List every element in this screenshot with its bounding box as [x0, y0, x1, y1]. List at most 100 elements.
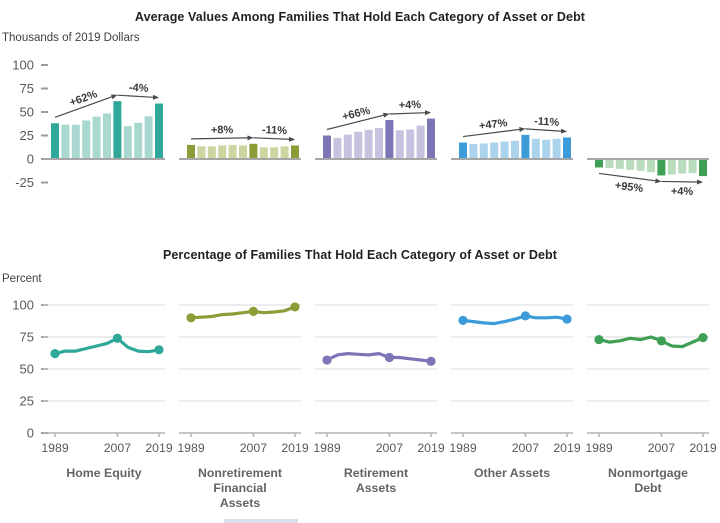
data-point-2019	[562, 314, 572, 324]
year-tick-label: 2007	[376, 441, 404, 455]
year-tick-label: 2019	[145, 441, 173, 455]
bar-2010	[259, 147, 268, 159]
bar-1992	[469, 143, 478, 159]
bar-2010	[667, 159, 676, 175]
year-tick-label: 2019	[417, 441, 445, 455]
bottom-y-axis: 100 75 50 25 0	[12, 298, 48, 441]
year-tick-label: 2019	[553, 441, 581, 455]
bar-1998	[626, 159, 635, 170]
change-annotation: +47%	[478, 117, 508, 132]
bar-1998	[490, 142, 499, 159]
change-arrow	[253, 136, 295, 142]
y-tick-label: 25	[20, 128, 34, 143]
change-arrow	[326, 112, 390, 131]
bar-2016	[552, 138, 561, 159]
bottom-chart-title: Percentage of Families That Hold Each Ca…	[162, 248, 558, 262]
bar-2019	[291, 145, 299, 159]
change-annotation: -4%	[129, 82, 149, 95]
bar-1992	[605, 159, 614, 168]
bar-2010	[395, 130, 404, 159]
bottom-chart-unit-label: Percent	[2, 273, 42, 285]
year-tick-label: 1989	[449, 441, 477, 455]
y-tick-label: 75	[20, 330, 34, 345]
bar-2013	[678, 159, 687, 174]
data-point-2019	[290, 302, 300, 312]
y-tick-dash	[41, 87, 48, 90]
bottom-edge-artifact	[224, 519, 298, 523]
bar-2001	[500, 141, 509, 159]
y-tick-dash	[41, 111, 48, 113]
y-tick-label: 0	[27, 426, 34, 441]
category-label: Home Equity	[66, 466, 141, 480]
bar-2007	[521, 134, 530, 159]
change-annotation: +4%	[671, 186, 694, 198]
bar-1995	[343, 134, 352, 159]
category-label: Other Assets	[474, 466, 550, 480]
change-annotation: +66%	[341, 105, 372, 124]
data-point-2019	[426, 356, 436, 366]
data-point-2007	[520, 311, 531, 321]
trend-line	[53, 336, 161, 356]
y-tick-label: 50	[20, 362, 34, 377]
bar-2007	[385, 119, 394, 159]
trend-line	[325, 352, 433, 363]
data-point-1989	[458, 315, 468, 325]
year-tick-label: 2007	[512, 441, 540, 455]
y-tick-dash	[41, 181, 48, 184]
bar-2016	[688, 159, 697, 174]
bar-2016	[280, 146, 289, 159]
bar-1992	[333, 137, 342, 159]
bar-2013	[406, 129, 415, 159]
change-arrow	[54, 94, 118, 118]
bar-2010	[531, 138, 540, 159]
bar-1998	[82, 120, 91, 159]
change-arrow	[661, 179, 703, 185]
bar-2001	[228, 144, 237, 159]
change-arrow	[462, 126, 526, 138]
bar-2013	[134, 122, 143, 159]
bar-1992	[197, 146, 206, 159]
y-tick-label: -25	[15, 175, 34, 190]
category-label: Retirement	[344, 466, 408, 480]
year-tick-label: 1989	[177, 441, 205, 455]
trend-line	[597, 335, 705, 349]
year-tick-label: 2007	[104, 441, 132, 455]
year-tick-label: 2007	[240, 441, 268, 455]
bar-2019	[427, 118, 435, 159]
bar-2004	[375, 127, 383, 159]
data-point-1989	[322, 355, 332, 365]
year-tick-label: 2019	[689, 441, 717, 455]
bar-2004	[103, 113, 111, 159]
bar-2007	[249, 143, 258, 159]
bar-2010	[123, 126, 132, 159]
bar-1998	[218, 145, 227, 159]
y-tick-dash	[41, 134, 48, 137]
bar-group-retirement-assets: +66% +4%	[315, 99, 437, 160]
year-tick-label: 1989	[41, 441, 69, 455]
bar-1989	[323, 135, 331, 159]
category-label: Assets	[220, 496, 260, 510]
y-tick-label: 25	[20, 394, 34, 409]
bar-1998	[354, 131, 363, 159]
trend-line	[461, 314, 569, 326]
data-point-2007	[656, 336, 667, 346]
data-point-2007	[112, 333, 122, 343]
change-arrow	[598, 172, 662, 184]
bar-2001	[364, 129, 373, 159]
data-point-2007	[248, 306, 258, 316]
data-point-1989	[186, 313, 196, 323]
y-tick-label: 75	[20, 81, 34, 96]
y-tick-label: 50	[20, 105, 34, 120]
bar-1989	[187, 144, 195, 159]
top-chart-title: Average Values Among Families That Hold …	[134, 10, 586, 24]
change-annotation: +95%	[614, 180, 644, 196]
data-point-1989	[50, 349, 60, 359]
bar-1992	[61, 124, 70, 159]
change-annotation: +62%	[68, 88, 99, 109]
year-tick-label: 1989	[585, 441, 613, 455]
